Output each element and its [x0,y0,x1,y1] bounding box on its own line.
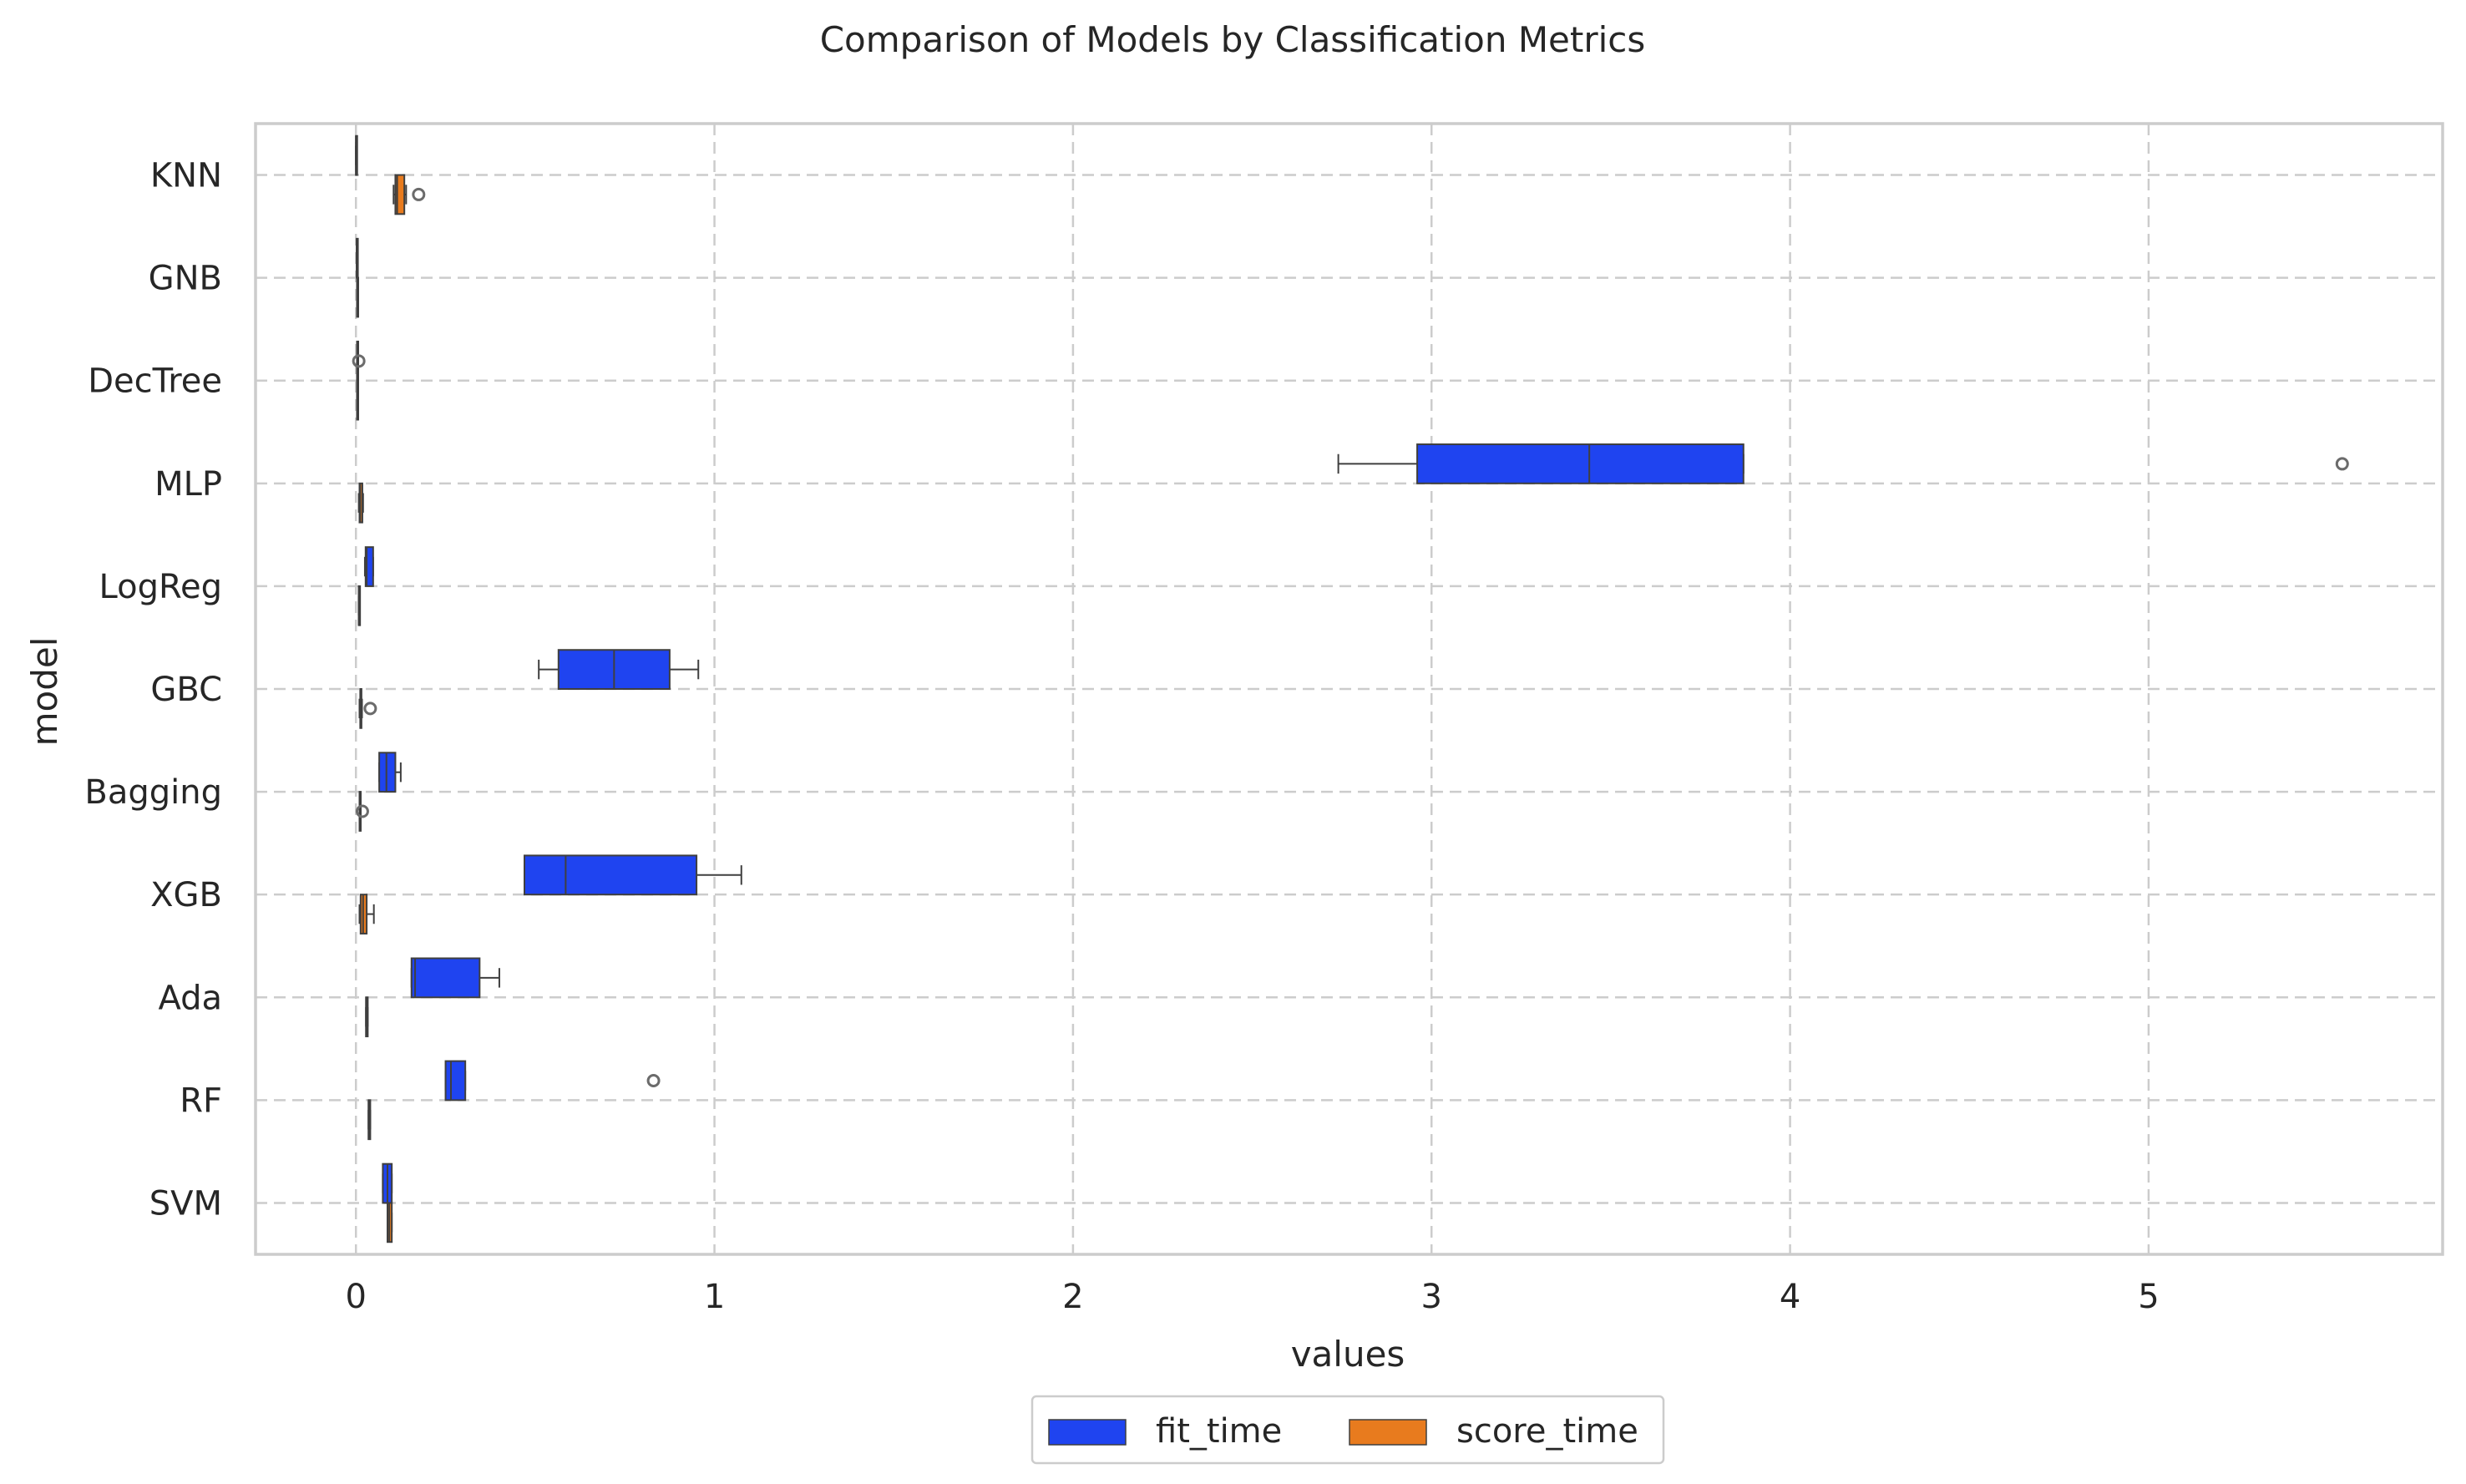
y-tick-label: GNB [149,260,222,298]
box-iqr [524,854,698,896]
outlier-point [363,701,377,716]
outlier-point [646,1073,661,1087]
box-fit_time-rf [444,1060,661,1102]
x-tick-label: 0 [345,1278,366,1316]
grid [256,124,2443,1254]
box-score_time-gnb [356,276,360,318]
y-tick-label: MLP [154,465,222,504]
box-score_time-rf [367,1099,372,1141]
legend: fit_time score_time [1030,1395,1665,1465]
boxes [352,134,2349,1243]
y-tick-label: SVM [149,1184,222,1223]
box-fit_time-bagging [378,752,402,793]
box-iqr [378,752,397,793]
y-tick-label: GBC [150,671,222,709]
box-fit_time-mlp [1337,443,2349,484]
outlier-point [352,354,366,368]
box-iqr [444,1060,467,1102]
box-score_time-logreg [357,585,362,626]
legend-box [1030,1395,1665,1465]
y-tick-label: Bagging [84,773,222,812]
legend-label: fit_time [1156,1412,1282,1451]
box-fit_time-xgb [524,854,742,896]
x-tick-label: 1 [704,1278,725,1316]
box-fit_time-gbc [538,649,700,691]
y-tick-label: Ada [158,979,222,1017]
outlier-point [2335,457,2349,471]
x-tick-label: 4 [1780,1278,1800,1316]
box-iqr [410,957,481,999]
box-fit_time-ada [410,957,500,999]
x-ticks: 0 1 2 3 4 5 [345,1278,2159,1316]
y-tick-label: RF [180,1081,222,1120]
y-ticks: KNN GNB DecTree MLP LogReg GBC Bagging XGB Ada RF… [84,157,222,1223]
y-tick-label: LogReg [99,568,222,606]
box-fit_time-knn [355,134,358,176]
y-tick-label: DecTree [88,362,222,401]
legend-swatch [1349,1419,1427,1446]
y-tick-label: KNN [150,157,222,195]
box-score_time-svm [386,1202,393,1243]
plot-frame [254,122,2444,1256]
box-score_time-xgb [358,894,375,934]
outlier-point [355,804,369,818]
outlier-point [412,187,426,201]
legend-item-fit_time: fit_time [1048,1412,1282,1451]
box-iqr [1416,443,1744,484]
x-tick-label: 2 [1062,1278,1083,1316]
y-axis-label: model [24,637,65,747]
box-score_time-mlp [357,482,364,524]
box-fit_time-gnb [356,237,359,279]
box-fit_time-svm [382,1162,393,1204]
box-iqr [394,174,406,215]
box-iqr [364,546,374,587]
box-score_time-dectree [356,379,360,421]
y-tick-label: XGB [150,876,222,914]
x-tick-label: 5 [2138,1278,2159,1316]
legend-item-score_time: score_time [1349,1412,1638,1451]
legend-swatch [1048,1419,1127,1446]
x-axis-label: values [1291,1334,1405,1375]
plot-border [254,122,2444,1256]
box-fit_time-logreg [363,546,374,587]
chart-title: Comparison of Models by Classification M… [820,19,1646,60]
box-score_time-bagging [355,791,369,832]
x-tick-label: 3 [1421,1278,1442,1316]
legend-label: score_time [1456,1412,1638,1451]
box-score_time-gbc [358,688,377,729]
box-score_time-ada [365,996,369,1038]
box-score_time-knn [392,174,426,215]
